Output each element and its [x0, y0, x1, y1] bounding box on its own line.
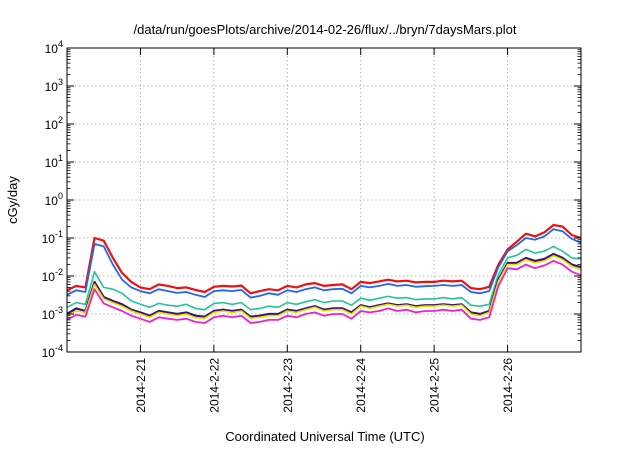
grid-lines — [67, 48, 581, 352]
y-tick-label: 102 — [45, 115, 63, 132]
y-axis-title: cGy/day — [5, 176, 20, 224]
y-tick-label: 10-1 — [42, 229, 63, 246]
y-tick-label: 10-4 — [42, 343, 63, 360]
x-tick-label: 2014-2-25 — [428, 358, 442, 413]
y-tick-label: 101 — [45, 153, 63, 170]
x-tick-label: 2014-2-24 — [354, 358, 368, 413]
x-axis-title: Coordinated Universal Time (UTC) — [225, 429, 424, 444]
x-tick-label: 2014-2-21 — [134, 358, 148, 413]
series-layer — [66, 223, 582, 324]
x-tick-label: 2014-2-23 — [281, 358, 295, 413]
y-tick-label: 103 — [45, 77, 63, 94]
series-line-3 — [66, 245, 582, 311]
x-tick-label: 2014-2-26 — [501, 358, 515, 413]
x-tick-label: 2014-2-22 — [207, 358, 221, 413]
y-tick-label: 10-2 — [42, 267, 63, 284]
series-line-2 — [66, 228, 582, 299]
series-line-6 — [66, 259, 582, 324]
y-axis: 10-4 10-3 10-2 10-1 100 101 102 103 104 — [42, 39, 581, 360]
y-tick-label: 10-3 — [42, 305, 63, 322]
chart-title: /data/run/goesPlots/archive/2014-02-26/f… — [134, 22, 517, 37]
x-axis: 2014-2-21 2014-2-22 2014-2-23 2014-2-24 2014… — [134, 48, 515, 413]
series-line-1 — [66, 223, 582, 295]
series-line-5 — [66, 255, 582, 320]
y-tick-label: 100 — [45, 191, 63, 208]
y-tick-label: 104 — [45, 39, 63, 56]
